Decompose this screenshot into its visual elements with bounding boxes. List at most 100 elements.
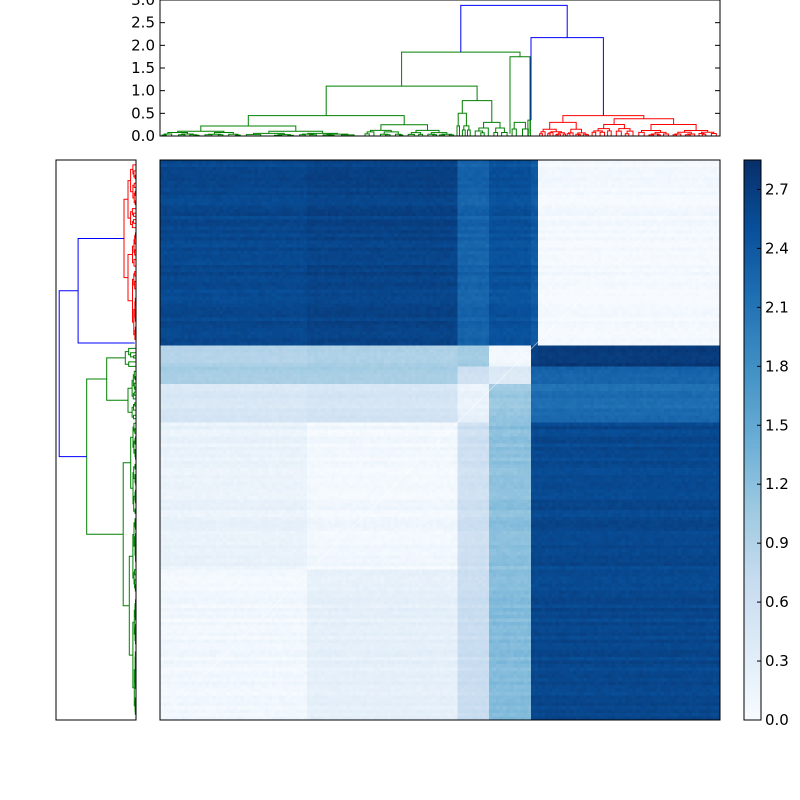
heatmap-cell [590,191,595,196]
heatmap-cell [580,216,584,220]
heatmap-cell [664,247,668,252]
heatmap-cell [335,167,339,171]
heatmap-cell [716,170,721,175]
dendrogram-link [123,198,128,279]
heatmap-cell [209,244,213,248]
heatmap-cell [286,198,290,203]
heatmap-cell [531,258,535,262]
heatmap-cell [251,160,255,164]
heatmap-cell [552,205,556,210]
heatmap-cell [359,230,364,234]
heatmap-cell [695,160,700,164]
heatmap-cell [524,261,528,266]
heatmap-cell [489,247,493,252]
heatmap-cell [198,163,203,168]
heatmap-cell [377,230,381,234]
heatmap-cell [268,230,273,234]
heatmap-cell [398,240,402,245]
heatmap-cell [331,191,336,196]
heatmap-cell [345,219,350,224]
heatmap-cell [611,209,616,213]
heatmap-cell [289,174,294,178]
heatmap-cell [429,219,434,224]
heatmap-cell [688,237,693,241]
heatmap-cell [240,160,245,164]
heatmap-cell [562,233,567,238]
heatmap-cell [608,198,612,203]
heatmap-cell [475,181,479,185]
heatmap-cell [520,216,525,220]
heatmap-cell [223,209,227,213]
heatmap-cell [279,177,283,182]
heatmap-cell [534,198,539,203]
heatmap-cell [608,219,612,224]
heatmap-cell [160,244,164,248]
heatmap-cell [314,191,318,196]
heatmap-cell [429,191,434,196]
heatmap-cell [233,202,238,206]
heatmap-cell [324,188,329,192]
heatmap-cell [657,167,661,171]
heatmap-cell [303,212,308,217]
heatmap-cell [475,205,479,210]
heatmap-cell [391,240,395,245]
heatmap-cell [237,230,241,234]
heatmap-cell [618,167,623,171]
heatmap-cell [699,174,703,178]
dendrogram-link [513,121,526,129]
heatmap-cell [314,233,318,238]
heatmap-cell [384,244,388,248]
heatmap-cell [625,219,630,224]
heatmap-cell [688,195,693,199]
heatmap-cell [688,254,693,259]
heatmap-cell [608,202,612,206]
heatmap-cell [527,209,532,213]
heatmap-cell [342,181,346,185]
heatmap-cell [685,163,689,168]
heatmap-cell [314,181,318,185]
heatmap-cell [275,205,280,210]
heatmap-cell [198,254,203,259]
heatmap-cell [583,198,588,203]
heatmap-cell [317,251,322,255]
heatmap-cell [167,177,171,182]
heatmap-cell [422,240,427,245]
heatmap-cell [160,174,164,178]
heatmap-cell [205,184,210,189]
heatmap-cell [520,254,525,259]
heatmap-cell [566,167,570,171]
heatmap-cell [545,212,549,217]
heatmap-cell [233,254,238,259]
heatmap-cell [447,254,451,259]
heatmap-cell [450,261,455,266]
heatmap-cell [408,167,413,171]
heatmap-cell [230,233,234,238]
heatmap-cell [286,226,290,231]
heatmap-cell [559,237,563,241]
heatmap-cell [300,233,304,238]
heatmap-cell [275,223,280,227]
heatmap-cell [594,163,598,168]
heatmap-cell [359,226,364,231]
heatmap-cell [660,258,665,262]
heatmap-cell [237,181,241,185]
heatmap-cell [282,230,287,234]
heatmap-cell [212,251,217,255]
heatmap-cell [237,216,241,220]
heatmap-cell [447,184,451,189]
heatmap-cell [352,233,357,238]
heatmap-cell [625,233,630,238]
heatmap-cell [230,170,234,175]
heatmap-cell [258,191,262,196]
heatmap-cell [601,167,605,171]
heatmap-cell [286,247,290,252]
heatmap-cell [517,212,521,217]
heatmap-cell [184,219,189,224]
heatmap-cell [653,216,658,220]
heatmap-cell [377,212,381,217]
heatmap-cell [538,181,542,185]
heatmap-cell [219,184,224,189]
heatmap-cell [552,233,556,238]
heatmap-cell [422,191,427,196]
heatmap-cell [384,216,388,220]
